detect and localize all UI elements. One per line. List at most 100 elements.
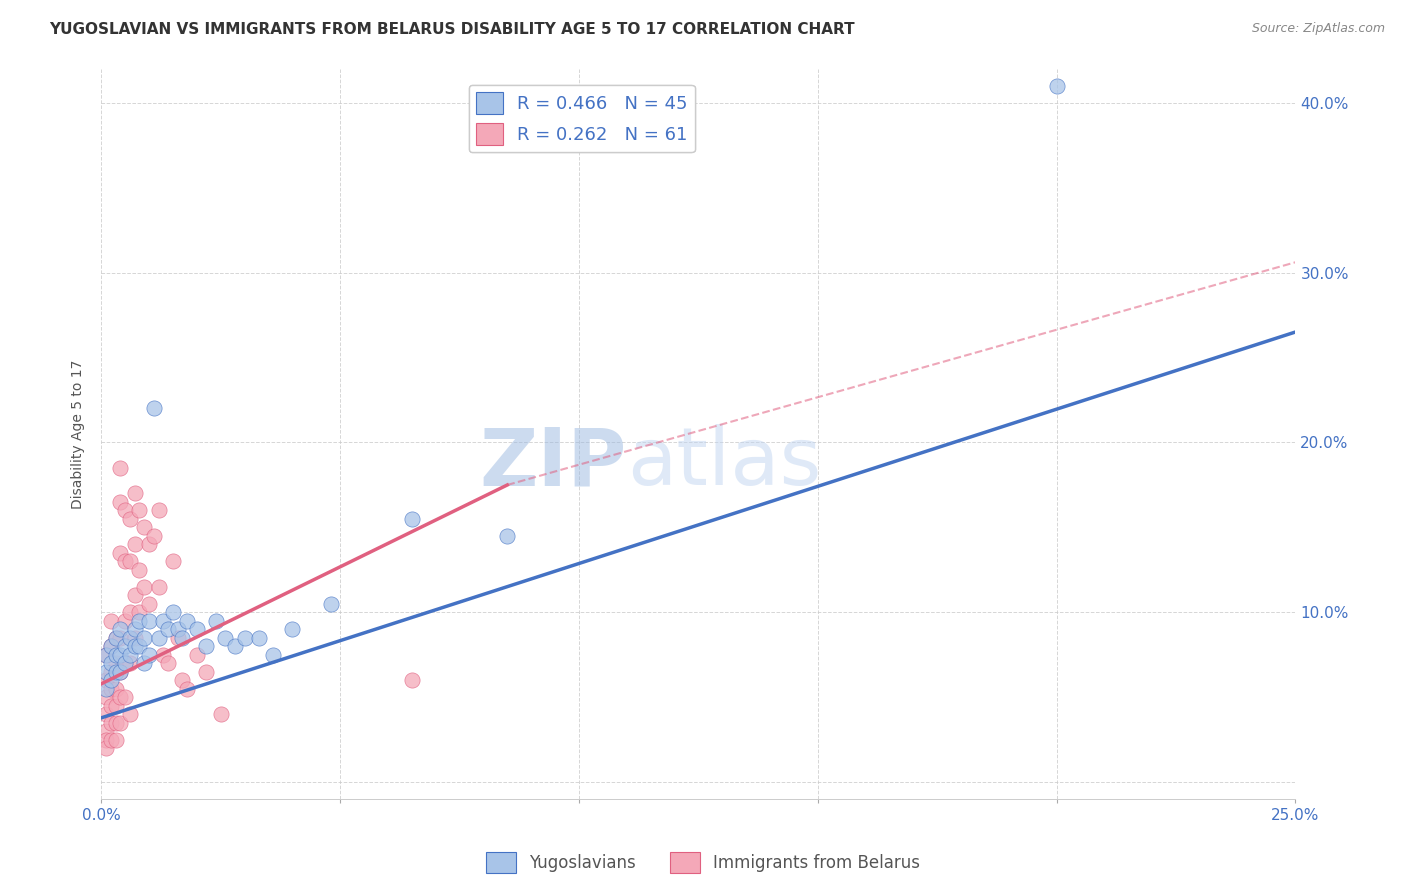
Point <box>281 623 304 637</box>
Point <box>114 640 136 654</box>
Point <box>114 554 136 568</box>
Point <box>104 733 127 747</box>
Point <box>104 715 127 730</box>
Point <box>114 503 136 517</box>
Point <box>134 631 156 645</box>
Point <box>110 495 132 509</box>
Point <box>94 690 117 705</box>
Point <box>94 741 117 756</box>
Point <box>94 681 117 696</box>
Point <box>128 614 150 628</box>
Point <box>100 657 122 671</box>
Point <box>134 520 156 534</box>
Point <box>124 640 146 654</box>
Text: ZIP: ZIP <box>479 425 627 502</box>
Point <box>100 640 122 654</box>
Point <box>110 715 132 730</box>
Point <box>100 640 122 654</box>
Point <box>186 648 208 662</box>
Point <box>152 614 174 628</box>
Point <box>224 640 246 654</box>
Point <box>186 623 208 637</box>
Point <box>124 537 146 551</box>
Point <box>176 614 198 628</box>
Point <box>104 648 127 662</box>
Point <box>128 563 150 577</box>
Point <box>94 733 117 747</box>
Point <box>118 512 141 526</box>
Point <box>134 580 156 594</box>
Point <box>176 681 198 696</box>
Point <box>247 631 270 645</box>
Point <box>110 690 132 705</box>
Point <box>162 554 184 568</box>
Point <box>172 673 194 688</box>
Point <box>114 614 136 628</box>
Point <box>100 733 122 747</box>
Point <box>1046 78 1069 93</box>
Point <box>138 537 160 551</box>
Point <box>104 665 127 679</box>
Point <box>157 623 180 637</box>
Point <box>124 631 146 645</box>
Point <box>162 606 184 620</box>
Point <box>114 690 136 705</box>
Point <box>110 546 132 560</box>
Point <box>94 673 117 688</box>
Point <box>94 648 117 662</box>
Point <box>118 648 141 662</box>
Point <box>100 614 122 628</box>
Point <box>138 614 160 628</box>
Point <box>195 640 218 654</box>
Point <box>110 665 132 679</box>
Point <box>134 657 156 671</box>
Point <box>100 665 122 679</box>
Point <box>110 665 132 679</box>
Point <box>209 707 232 722</box>
Y-axis label: Disability Age 5 to 17: Disability Age 5 to 17 <box>72 359 86 508</box>
Point <box>104 698 127 713</box>
Point <box>118 657 141 671</box>
Point <box>118 707 141 722</box>
Point <box>94 648 117 662</box>
Point <box>110 623 132 637</box>
Point <box>118 606 141 620</box>
Point <box>233 631 256 645</box>
Point <box>114 657 136 671</box>
Point <box>148 503 170 517</box>
Point <box>94 724 117 739</box>
Point <box>142 401 165 416</box>
Point <box>110 461 132 475</box>
Point <box>262 648 284 662</box>
Point <box>100 698 122 713</box>
Point <box>124 623 146 637</box>
Point <box>118 631 141 645</box>
Point <box>401 512 423 526</box>
Point <box>142 529 165 543</box>
Text: Source: ZipAtlas.com: Source: ZipAtlas.com <box>1251 22 1385 36</box>
Point <box>214 631 236 645</box>
Legend: Yugoslavians, Immigrants from Belarus: Yugoslavians, Immigrants from Belarus <box>479 846 927 880</box>
Point <box>152 648 174 662</box>
Point <box>104 631 127 645</box>
Point <box>138 648 160 662</box>
Point <box>100 673 122 688</box>
Point <box>128 503 150 517</box>
Text: atlas: atlas <box>627 425 821 502</box>
Point <box>118 554 141 568</box>
Legend: R = 0.466   N = 45, R = 0.262   N = 61: R = 0.466 N = 45, R = 0.262 N = 61 <box>468 85 695 153</box>
Text: YUGOSLAVIAN VS IMMIGRANTS FROM BELARUS DISABILITY AGE 5 TO 17 CORRELATION CHART: YUGOSLAVIAN VS IMMIGRANTS FROM BELARUS D… <box>49 22 855 37</box>
Point <box>94 707 117 722</box>
Point <box>205 614 228 628</box>
Point <box>401 673 423 688</box>
Point <box>104 631 127 645</box>
Point <box>319 597 342 611</box>
Point <box>110 631 132 645</box>
Point <box>128 606 150 620</box>
Point <box>166 631 188 645</box>
Point <box>496 529 519 543</box>
Point <box>148 580 170 594</box>
Point <box>100 715 122 730</box>
Point <box>157 657 180 671</box>
Point <box>114 657 136 671</box>
